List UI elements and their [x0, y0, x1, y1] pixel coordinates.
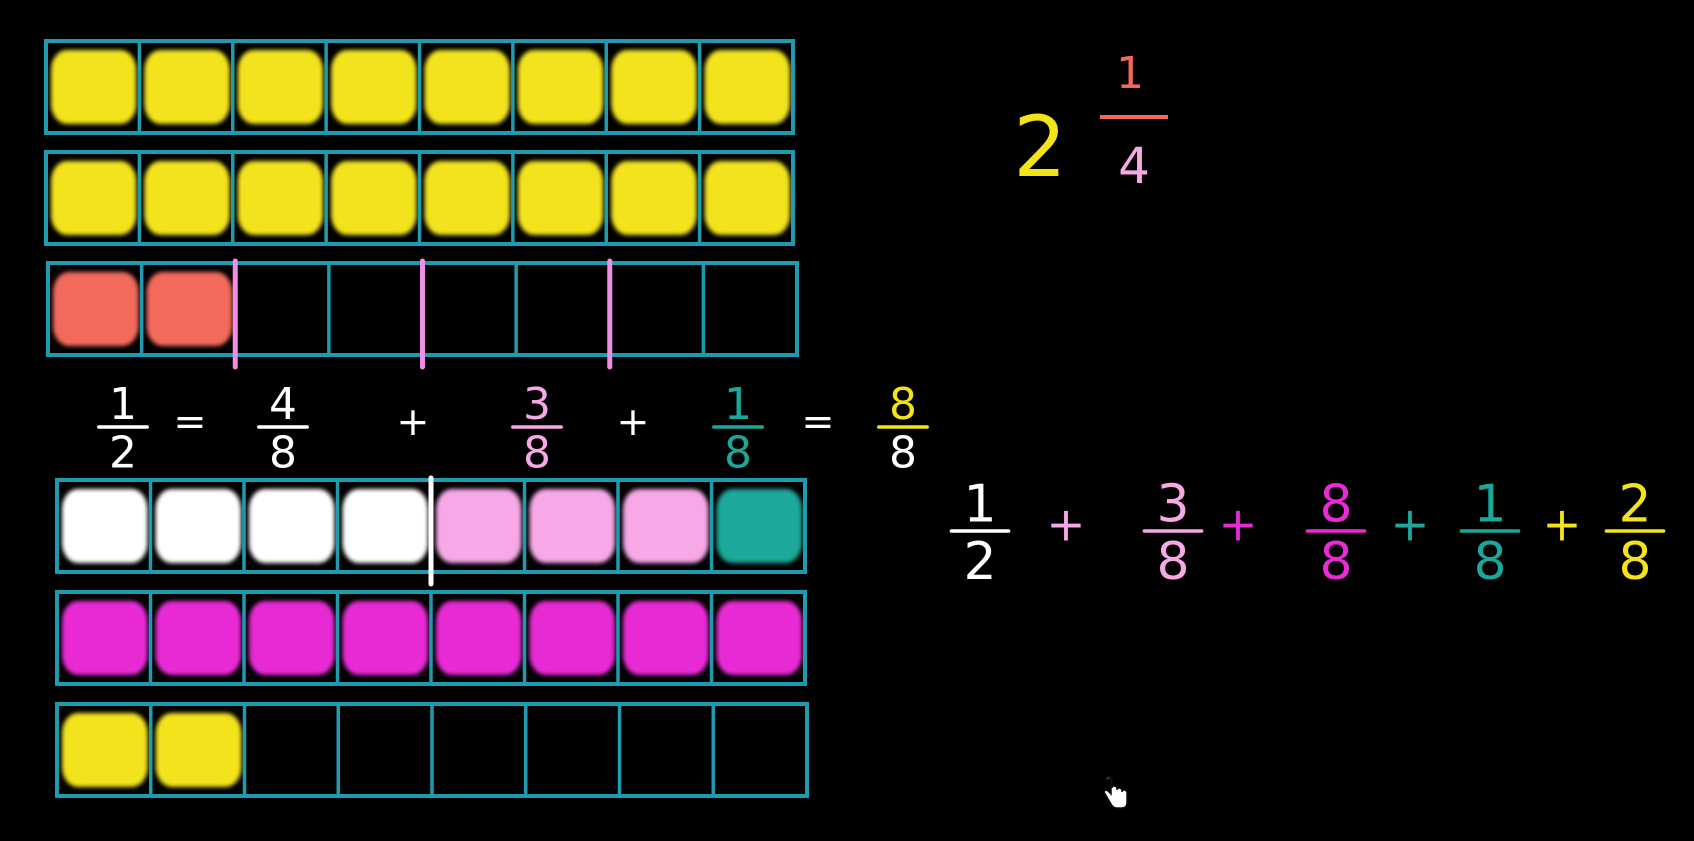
top-eq-numerator-0: 1 — [109, 379, 137, 430]
bar-5-cell-7-fill — [623, 601, 709, 675]
bar-6-cell-1-fill — [62, 713, 148, 787]
sum-eq-denominator-4: 8 — [1319, 532, 1352, 592]
equation-sum-of-fractions: 12+ 38+ 88+ 18+ 28 — [949, 475, 1666, 592]
bar-4-cell-8-fill — [716, 489, 802, 563]
bar-3-cell-1-fill — [53, 272, 139, 346]
bar-5-cell-4-fill — [342, 601, 428, 675]
bar-1-cell-4-fill — [331, 50, 417, 124]
top-eq-denominator-4: 8 — [523, 427, 551, 478]
bar-2-cell-3-fill — [237, 161, 324, 235]
fraction-bar-6 — [55, 702, 809, 798]
bar-1-cell-2-fill — [144, 50, 230, 124]
top-eq-numerator-4: 3 — [523, 379, 551, 430]
bar-2-cell-2-fill — [144, 161, 230, 235]
equation-one-half-equals-eight-eighths: 12= 48+ 38+ 18= 88 — [97, 379, 929, 478]
bar-4-cell-5-fill — [436, 489, 522, 563]
fraction-bar-4 — [55, 475, 807, 587]
sum-eq-numerator-4: 8 — [1319, 475, 1352, 535]
bar-1-cell-1-fill — [51, 50, 137, 124]
bar-5-cell-3-fill — [249, 601, 335, 675]
sum-eq-op-1: + — [1046, 498, 1085, 552]
top-eq-numerator-6: 1 — [724, 379, 752, 430]
fraction-bar-5 — [55, 590, 807, 686]
top-eq-op-7: = — [801, 399, 834, 445]
bar-4-cell-2-fill — [155, 489, 241, 563]
bar-6-cell-2-fill — [155, 713, 242, 787]
bar-1-cell-7-fill — [611, 50, 697, 124]
sum-eq-op-5: + — [1390, 498, 1429, 552]
bar-4-cell-3-fill — [249, 489, 335, 563]
top-eq-op-5: + — [616, 399, 649, 445]
top-eq-op-1: = — [173, 399, 206, 445]
bar-3-cell-2-fill — [146, 272, 233, 346]
bar-2-cell-1-fill — [51, 161, 137, 235]
bar-1-cell-5-fill — [424, 50, 510, 124]
top-eq-denominator-8: 8 — [889, 427, 917, 478]
sum-eq-denominator-2: 8 — [1156, 532, 1189, 592]
mixed-denominator: 4 — [1118, 137, 1150, 195]
sum-eq-numerator-0: 1 — [963, 475, 996, 535]
mixed-number-two-and-one-fourth: 21 4 — [1013, 48, 1168, 196]
sum-eq-op-3: + — [1218, 498, 1257, 552]
sum-eq-numerator-2: 3 — [1156, 475, 1189, 535]
sum-eq-denominator-0: 2 — [963, 532, 996, 592]
bar-4-cell-7-fill — [623, 489, 709, 563]
fraction-bar-3 — [46, 258, 799, 370]
top-eq-denominator-2: 8 — [269, 427, 297, 478]
fraction-bar-2 — [44, 150, 795, 246]
bar-4-cell-4-fill — [342, 489, 428, 563]
bar-2-cell-4-fill — [331, 161, 417, 235]
mixed-numerator: 1 — [1116, 48, 1144, 99]
bar-2-cell-7-fill — [611, 161, 697, 235]
bar-5-cell-6-fill — [529, 601, 615, 675]
sum-eq-numerator-8: 2 — [1618, 475, 1651, 535]
bar-5-cell-8-fill — [716, 601, 802, 675]
top-eq-op-3: + — [396, 399, 429, 445]
sum-eq-denominator-8: 8 — [1618, 532, 1651, 592]
top-eq-numerator-8: 8 — [889, 379, 917, 430]
sum-eq-numerator-6: 1 — [1473, 475, 1506, 535]
fraction-bars — [44, 39, 809, 798]
top-eq-denominator-0: 2 — [109, 427, 137, 478]
mixed-whole: 2 — [1013, 98, 1066, 196]
bar-5-cell-2-fill — [155, 601, 241, 675]
hand-pointer-icon — [1103, 776, 1128, 809]
sum-eq-op-7: + — [1542, 498, 1581, 552]
bar-2-cell-8-fill — [704, 161, 790, 235]
bar-1-cell-3-fill — [237, 50, 324, 124]
bar-5-cell-1-fill — [62, 601, 148, 675]
sum-eq-denominator-6: 8 — [1473, 532, 1506, 592]
top-eq-denominator-6: 8 — [724, 427, 752, 478]
bar-4-cell-1-fill — [62, 489, 148, 563]
bar-1-cell-8-fill — [704, 50, 790, 124]
bar-2-cell-6-fill — [517, 161, 604, 235]
bar-1-cell-6-fill — [517, 50, 604, 124]
bar-5-cell-5-fill — [436, 601, 522, 675]
top-eq-numerator-2: 4 — [269, 379, 297, 430]
bar-2-cell-5-fill — [424, 161, 510, 235]
fraction-bar-1 — [44, 39, 795, 135]
bar-4-cell-6-fill — [529, 489, 615, 563]
